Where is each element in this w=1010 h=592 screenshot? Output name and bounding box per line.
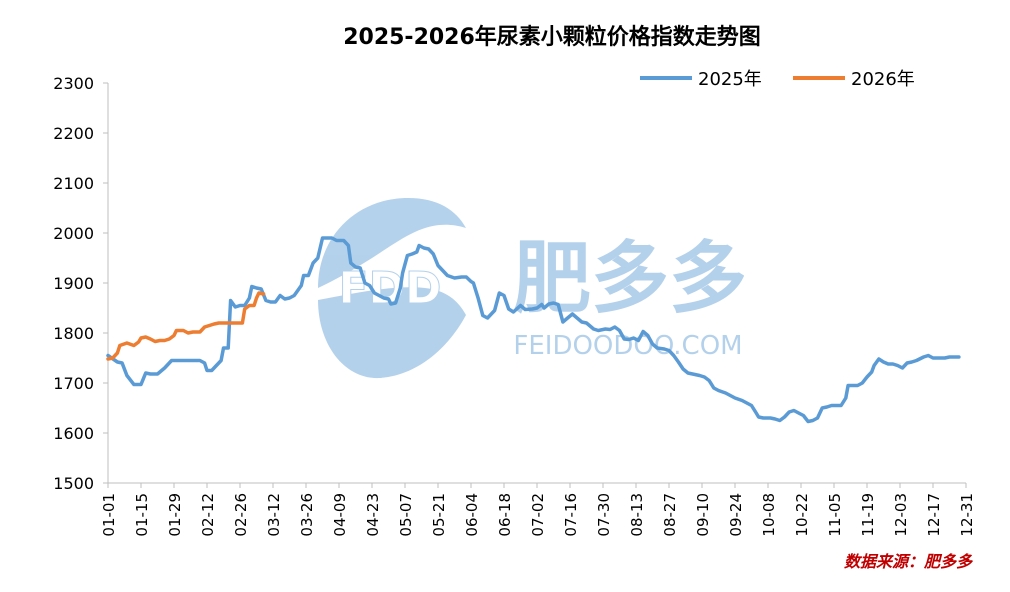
x-tick-label: 02-26 [232,493,250,537]
y-tick-label: 1700 [53,374,94,393]
watermark-logo-text: FDD [338,263,441,314]
x-tick-label: 03-12 [265,493,283,537]
series-line-2026 [106,291,266,361]
y-tick-label: 1500 [53,474,94,493]
legend: 2025年 2026年 [640,69,915,90]
x-tick-label: 05-21 [430,493,448,537]
watermark-brand-en: FEIDOODOO.COM [513,331,742,361]
axes: 1500 1600 1700 1800 1900 2000 2100 2200 2300 01-0… [53,74,976,537]
watermark-logo-icon: FDD [318,198,466,379]
x-tick-label: 04-09 [331,493,349,537]
x-tick-label: 07-02 [529,493,547,537]
x-tick-label: 03-26 [298,493,316,537]
x-tick-label: 08-13 [628,493,646,537]
x-tick-label: 05-07 [397,493,415,537]
x-tick-label: 11-19 [859,493,877,537]
y-tick-label: 1800 [53,324,94,343]
x-tick-label: 11-05 [826,493,844,537]
x-tick-label: 01-29 [166,493,184,537]
y-tick-label: 2300 [53,74,94,93]
x-tick-label: 10-22 [793,493,811,537]
x-tick-label: 01-15 [133,493,151,537]
source-note: 数据来源：肥多多 [844,552,974,571]
watermark-brand-cn: 肥多多 [513,234,747,324]
x-tick-label: 12-03 [892,493,910,537]
series-layer [106,236,961,424]
x-tick-label: 06-04 [463,493,481,537]
y-tick-label: 2100 [53,174,94,193]
legend-label: 2026年 [851,69,915,90]
legend-label: 2025年 [698,69,762,90]
x-tick-label: 09-24 [727,493,745,537]
x-tick-label: 02-12 [199,493,217,537]
watermark: FDD 肥多多 FEIDOODOO.COM [318,198,747,379]
y-tick-label: 1600 [53,424,94,443]
x-tick-label: 09-10 [694,493,712,537]
x-tick-label: 08-27 [661,493,679,537]
x-tick-label: 12-17 [925,493,943,537]
y-tick-label: 2200 [53,124,94,143]
x-tick-label: 10-08 [760,493,778,537]
y-tick-label: 1900 [53,274,94,293]
x-tick-label: 04-23 [364,493,382,537]
x-tick-label: 07-16 [562,493,580,537]
y-tick-label: 2000 [53,224,94,243]
x-tick-label: 12-31 [958,493,976,537]
x-tick-label: 06-18 [496,493,514,537]
series-line-2025 [106,236,961,424]
chart-title: 2025-2026年尿素小颗粒价格指数走势图 [343,24,761,50]
x-tick-label: 07-30 [595,493,613,537]
x-tick-label: 01-01 [100,493,118,537]
